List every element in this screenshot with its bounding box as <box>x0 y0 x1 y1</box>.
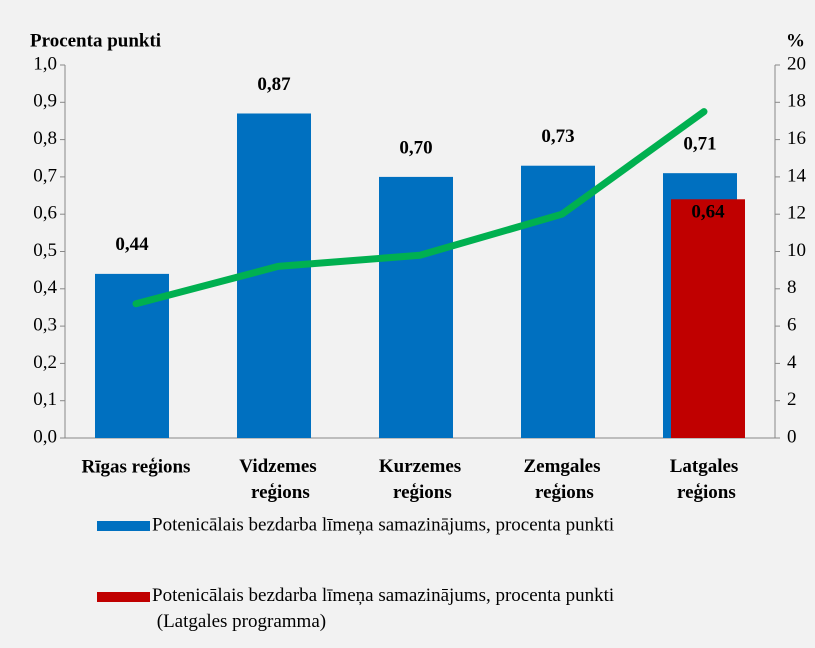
y2-tick-label: 16 <box>787 128 806 149</box>
y2-tick-label: 6 <box>787 314 797 335</box>
y2-tick-label: 0 <box>787 426 797 447</box>
y-tick-label: 0,3 <box>33 314 57 335</box>
y-tick-label: 0,8 <box>33 128 57 149</box>
y-axis-title: Procenta punkti <box>30 30 161 51</box>
data-label: 0,64 <box>691 202 725 223</box>
y-tick-label: 0,4 <box>33 277 57 298</box>
x-tick-label: Rīgas reģions <box>82 456 191 477</box>
y-tick-label: 0,2 <box>33 352 57 373</box>
y2-tick-label: 8 <box>787 277 797 298</box>
legend-label: Potenicālais bezdarba līmeņa samazinājum… <box>152 514 614 535</box>
y-tick-label: 0,5 <box>33 240 57 261</box>
data-label: 0,71 <box>683 134 716 155</box>
bar <box>379 176 453 438</box>
y2-tick-label: 12 <box>787 203 806 224</box>
y2-tick-label: 18 <box>787 91 806 112</box>
data-label: 0,44 <box>115 234 149 255</box>
y2-tick-label: 10 <box>787 240 806 261</box>
line <box>132 108 708 308</box>
x-tick-label: Zemgales reģions <box>523 456 600 503</box>
y2-tick-label: 20 <box>787 53 806 74</box>
y2-tick-label: 4 <box>787 352 797 373</box>
legend-label: Potenicālais bezdarba līmeņa samazinājum… <box>152 585 614 632</box>
x-tick-label: Latgales reģions <box>670 456 739 503</box>
y-tick-label: 0,6 <box>33 203 57 224</box>
x-tick-label: Vidzemes reģions <box>239 456 316 503</box>
x-tick-label: Kurzemes reģions <box>379 456 461 503</box>
y-tick-label: 0,1 <box>33 389 57 410</box>
bar <box>521 165 595 438</box>
y-tick-label: 0,9 <box>33 91 57 112</box>
y2-tick-label: 14 <box>787 165 807 186</box>
y2-axis-title: % <box>786 30 805 51</box>
y-tick-label: 0,0 <box>33 426 57 447</box>
legend-swatch <box>97 521 150 531</box>
bar <box>671 199 745 438</box>
y-tick-label: 0,7 <box>33 165 57 186</box>
y2-tick-label: 2 <box>787 389 797 410</box>
y-tick-label: 1,0 <box>33 53 57 74</box>
data-label: 0,73 <box>541 126 574 147</box>
legend-swatch <box>97 592 150 602</box>
data-label: 0,70 <box>399 137 432 158</box>
data-label: 0,87 <box>257 74 291 95</box>
